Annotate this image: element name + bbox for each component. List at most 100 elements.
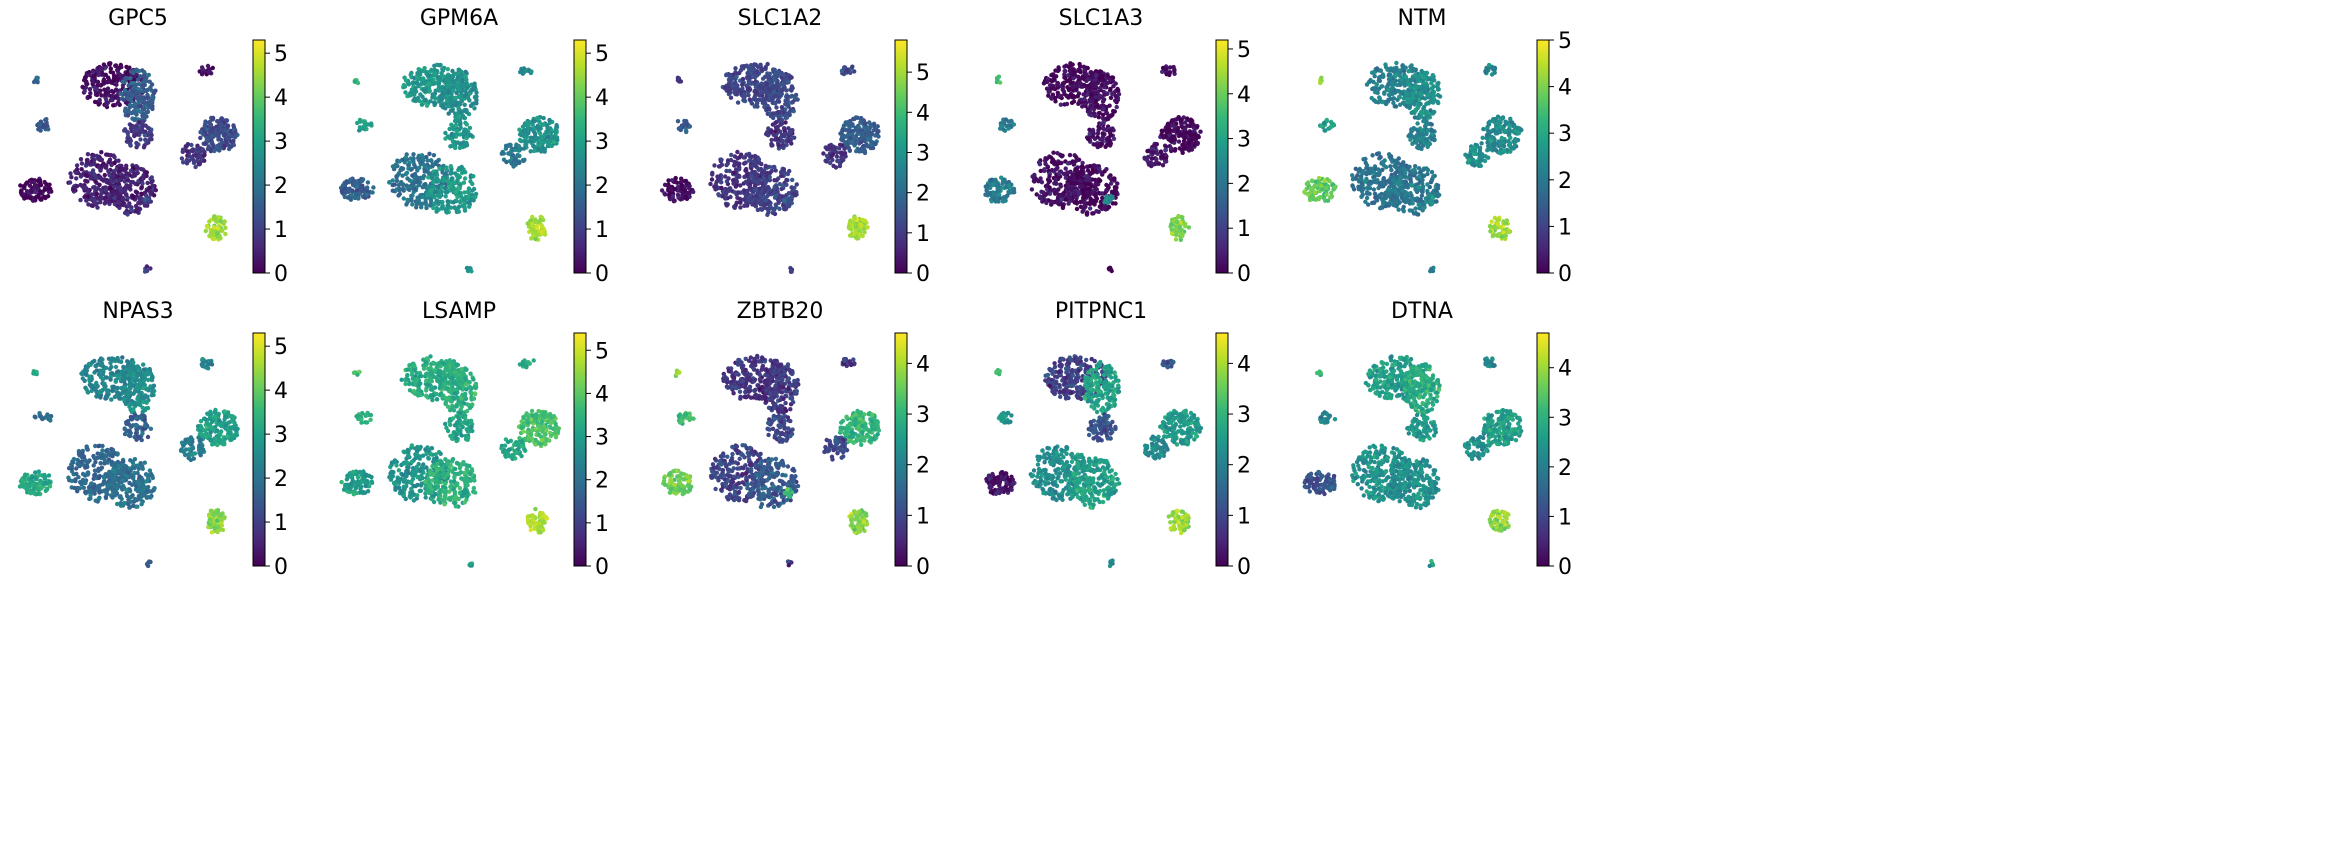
cell-point: [430, 185, 436, 190]
cell-point: [103, 72, 109, 78]
cell-point: [783, 98, 788, 103]
cell-point: [537, 119, 542, 125]
cell-point: [1096, 177, 1102, 182]
cell-point: [1070, 159, 1075, 164]
scatter-points: [338, 62, 560, 274]
cell-point: [765, 193, 770, 199]
cell-point: [74, 184, 80, 189]
cell-point: [513, 145, 519, 150]
cell-point: [205, 63, 211, 69]
cell-point: [554, 137, 560, 142]
cell-point: [222, 143, 227, 149]
cell-point: [1044, 79, 1050, 85]
cell-point: [148, 85, 153, 90]
cell-point: [759, 89, 764, 95]
cell-point: [225, 123, 231, 129]
cell-point: [859, 131, 865, 137]
cell-point: [709, 177, 715, 182]
cell-point: [1196, 134, 1201, 140]
cell-point: [427, 88, 432, 94]
cell-point: [684, 121, 689, 126]
cell-point: [227, 135, 232, 140]
cell-point: [541, 115, 546, 121]
cell-point: [536, 147, 541, 152]
cell-point: [1049, 159, 1055, 165]
cell-point: [462, 176, 468, 181]
cell-point: [773, 125, 779, 130]
cell-point: [864, 130, 869, 135]
cell-point: [789, 84, 795, 89]
cell-point: [111, 78, 117, 83]
cell-point: [791, 109, 796, 114]
cell-point: [1088, 110, 1093, 115]
cell-point: [19, 189, 24, 194]
cell-point: [1092, 113, 1098, 119]
cell-point: [753, 187, 758, 193]
scatter-points: [983, 61, 1203, 274]
cell-point: [82, 75, 88, 80]
cell-point: [146, 72, 151, 78]
cell-point: [1112, 176, 1117, 181]
cell-point: [1082, 96, 1087, 102]
cell-point: [748, 157, 753, 163]
cell-point: [103, 92, 108, 97]
cell-point: [90, 168, 96, 173]
cell-point: [742, 203, 747, 208]
cell-point: [222, 219, 227, 224]
cell-point: [218, 218, 223, 224]
cell-point: [140, 85, 145, 90]
cell-point: [1055, 165, 1060, 170]
cell-point: [741, 155, 746, 160]
cell-point: [1101, 98, 1106, 103]
cell-point: [829, 153, 834, 158]
cell-point: [1058, 102, 1064, 107]
cell-point: [346, 189, 352, 194]
colorbar: [894, 39, 908, 274]
cell-point: [106, 192, 112, 197]
cell-point: [84, 173, 90, 179]
cell-point: [357, 191, 362, 196]
cell-point: [1093, 181, 1098, 186]
cell-point: [411, 152, 416, 157]
cell-point: [1095, 131, 1101, 136]
cell-point: [233, 129, 238, 135]
cell-point: [668, 186, 673, 192]
cell-point: [1094, 98, 1099, 104]
cell-point: [729, 152, 734, 158]
cell-point: [1066, 201, 1071, 206]
cell-point: [353, 181, 358, 186]
cell-point: [744, 189, 750, 194]
cell-point: [1039, 180, 1045, 185]
cell-point: [98, 175, 103, 180]
cell-point: [713, 184, 718, 189]
cell-point: [1094, 196, 1100, 201]
cell-point: [126, 138, 131, 143]
cell-point: [863, 121, 868, 126]
cell-point: [140, 167, 146, 172]
cell-point: [134, 145, 139, 150]
cell-point: [110, 97, 115, 103]
cell-point: [533, 217, 538, 222]
cell-point: [1038, 194, 1043, 199]
cell-point: [754, 102, 759, 107]
cell-point: [868, 122, 873, 128]
cell-point: [1082, 67, 1087, 72]
cell-point: [501, 157, 507, 162]
cell-point: [1097, 93, 1103, 99]
cell-point: [425, 192, 430, 198]
cell-point: [456, 84, 461, 90]
cell-point: [471, 186, 477, 192]
cell-point: [437, 62, 442, 68]
cell-point: [111, 73, 117, 78]
cell-point: [1077, 100, 1082, 105]
cell-point: [732, 205, 737, 210]
cell-point: [862, 125, 867, 130]
cell-point: [419, 205, 424, 210]
cell-point: [222, 132, 227, 137]
cell-point: [861, 146, 866, 151]
cell-point: [148, 136, 153, 141]
cell-point: [122, 109, 128, 114]
cell-point: [746, 81, 751, 86]
cell-point: [357, 117, 363, 123]
